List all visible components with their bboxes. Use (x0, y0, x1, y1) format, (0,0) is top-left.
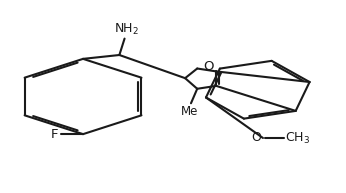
Text: F: F (51, 128, 58, 141)
Text: O: O (203, 60, 213, 73)
Text: O: O (251, 131, 261, 145)
Text: CH$_3$: CH$_3$ (285, 130, 311, 146)
Text: Me: Me (181, 105, 198, 118)
Text: NH$_2$: NH$_2$ (114, 22, 139, 37)
